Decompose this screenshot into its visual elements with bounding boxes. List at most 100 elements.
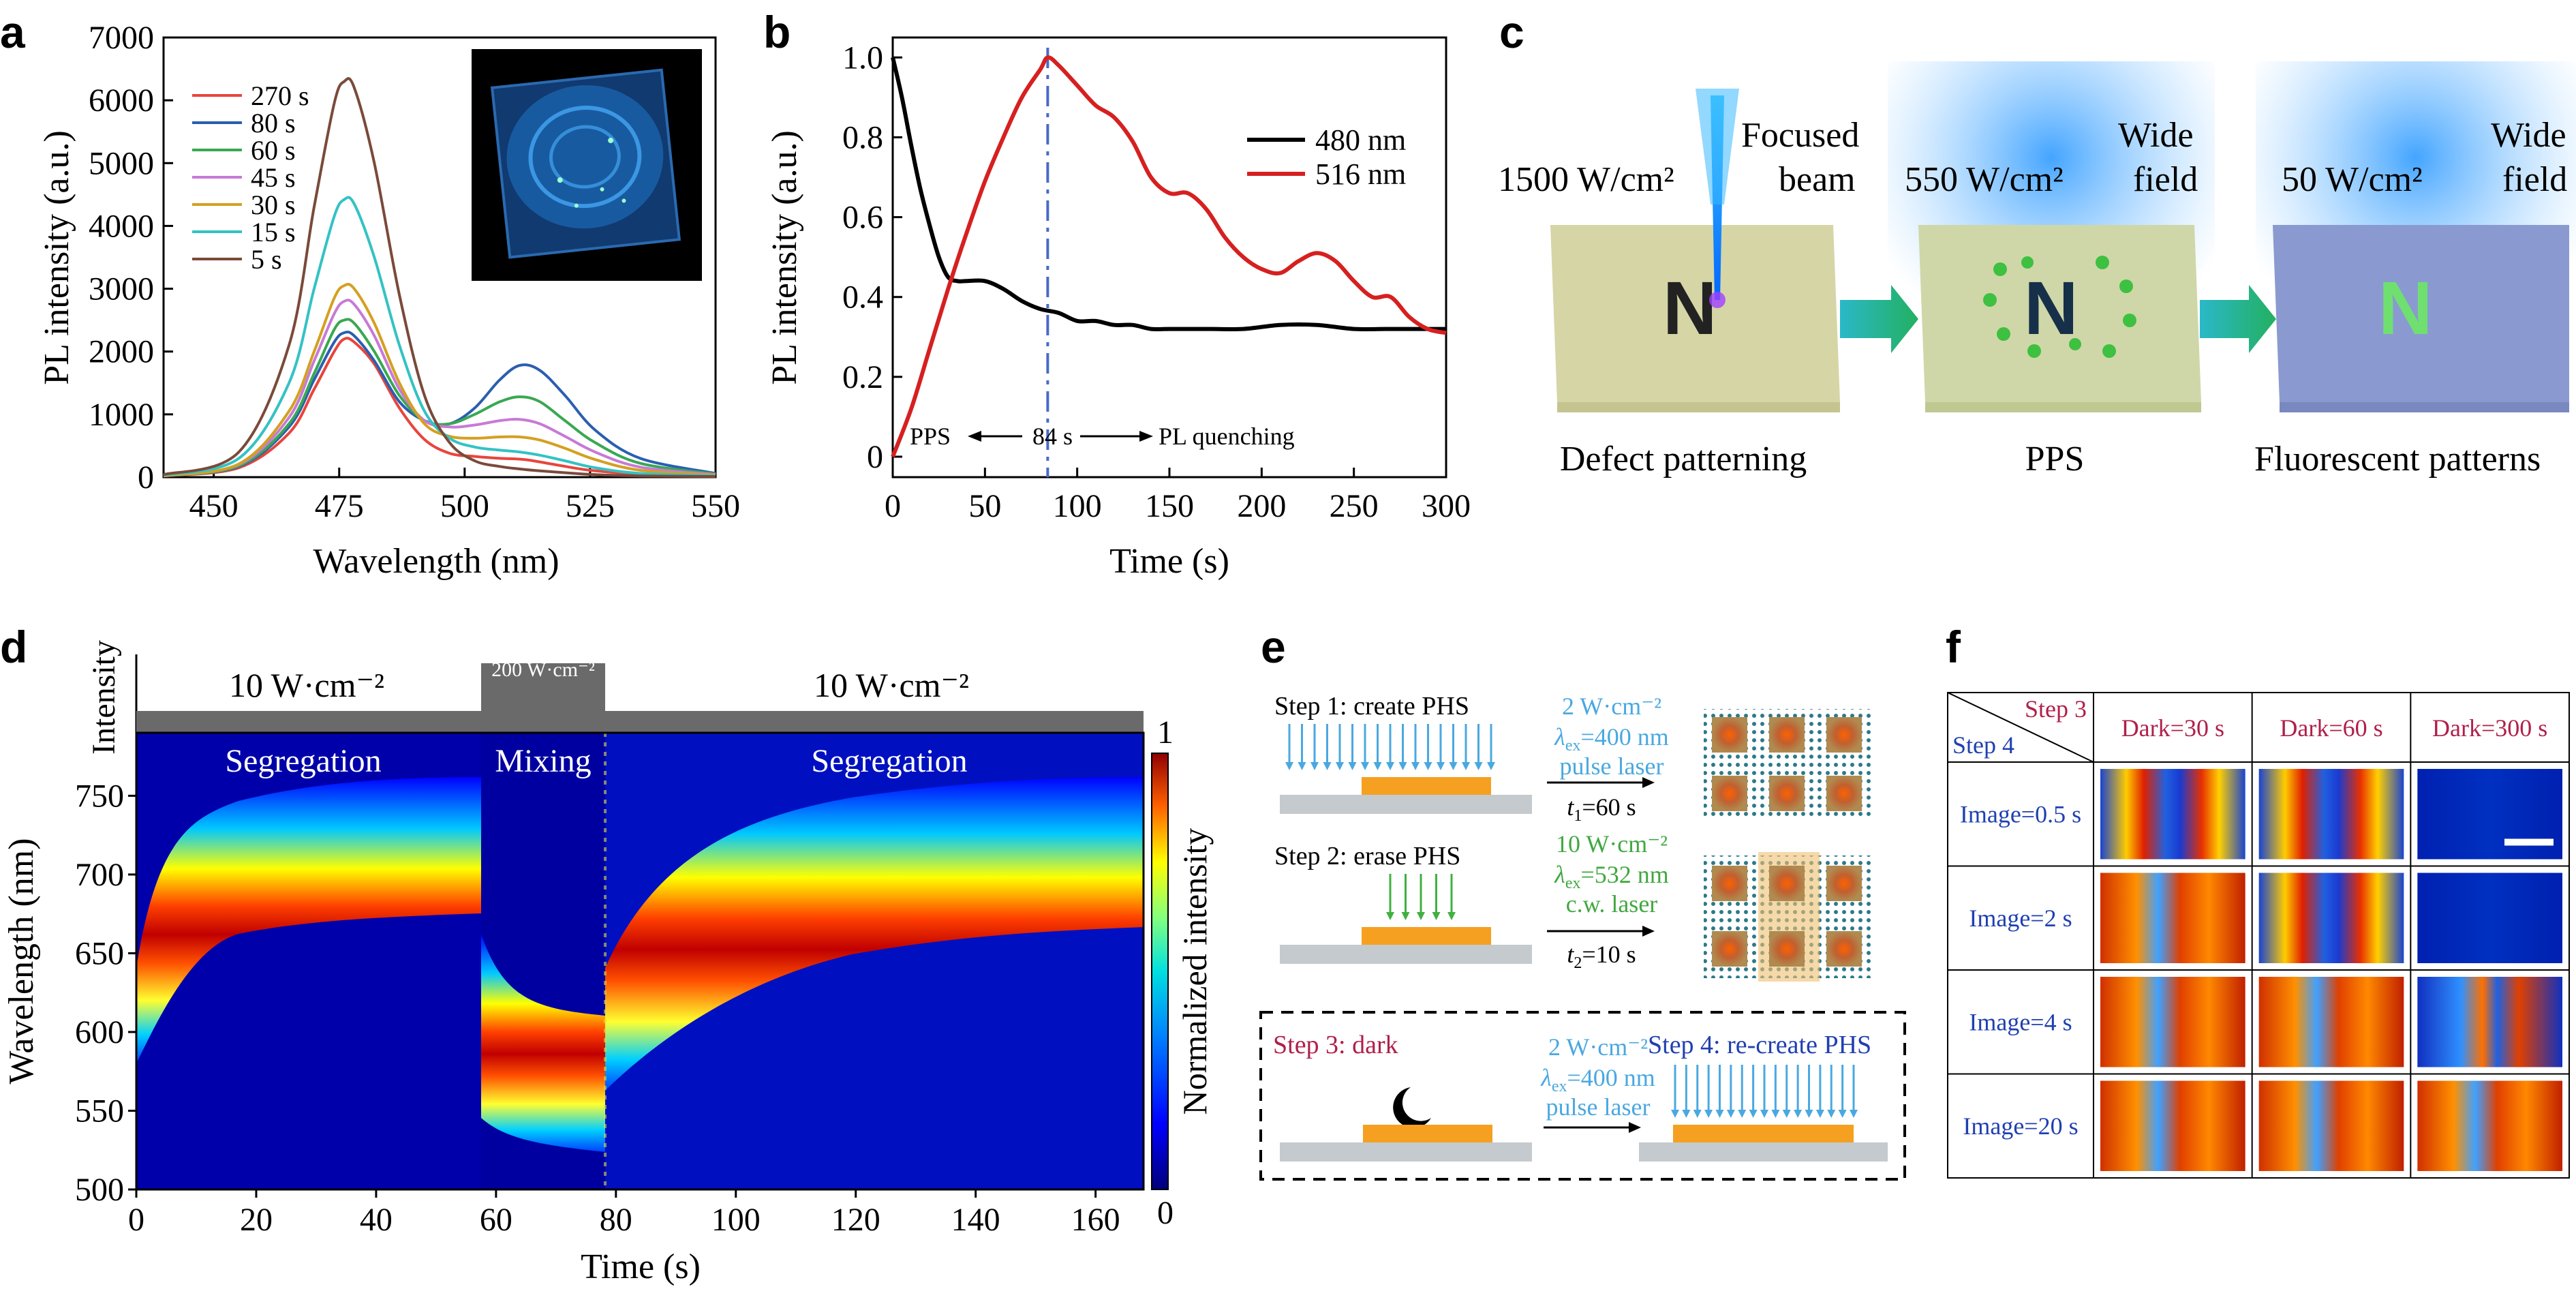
y-tick-label-a: 3000 <box>89 271 154 307</box>
grid-column-header: Dark=30 s <box>2121 714 2224 742</box>
grid-row-header: Image=4 s <box>1969 1008 2072 1035</box>
phs-pixel <box>1826 866 1862 901</box>
region-label-segregation-2: Segregation <box>811 743 967 779</box>
y-tick-label-a: 5000 <box>89 145 154 181</box>
series-line-a <box>163 282 716 478</box>
region-label-mixing: Mixing <box>495 743 591 779</box>
step2-time: t2=10 s <box>1567 941 1636 972</box>
y-tick-label-d: 500 <box>75 1172 124 1208</box>
laser-arrowhead <box>1682 1110 1691 1118</box>
series-line-a <box>163 77 716 479</box>
heatmap-d <box>135 731 1145 1191</box>
step2-lambda-sub: ex <box>1565 875 1581 892</box>
grid-row-header: Image=20 s <box>1963 1112 2078 1140</box>
power-bar-high <box>481 663 605 733</box>
x-tick-label-d: 0 <box>128 1202 144 1238</box>
power-bar-low-1 <box>136 711 481 733</box>
step2-laser: c.w. laser <box>1566 890 1658 918</box>
series-line-b <box>891 57 1446 331</box>
step34-laser: pulse laser <box>1546 1093 1651 1121</box>
substrate-step2 <box>1280 945 1532 964</box>
y-tick-label-b: 0.8 <box>842 119 883 155</box>
step1-lambda-sub: ex <box>1565 737 1581 755</box>
laser-arrowhead <box>1794 1110 1803 1118</box>
stage-label-pps: PPS <box>2025 440 2085 479</box>
laser-arrowhead <box>1386 912 1394 920</box>
fluorescence-image <box>2417 977 2562 1067</box>
beam-label-1-line2: beam <box>1779 160 1856 199</box>
step1-power: 2 W·cm⁻² <box>1562 693 1661 720</box>
laser-arrowhead <box>1782 1110 1791 1118</box>
colorbar-max: 1 <box>1157 714 1174 750</box>
grid-row-header: Image=2 s <box>1969 905 2072 932</box>
phs-pixel <box>1769 866 1805 901</box>
x-tick-label-b: 200 <box>1237 488 1286 524</box>
grid-row-header: Image=0.5 s <box>1960 800 2081 828</box>
y-tick-label-d: 700 <box>75 857 124 893</box>
y-tick-label-d: 750 <box>75 778 124 814</box>
laser-arrowhead <box>1437 762 1445 770</box>
step2-label: Step 2: erase PHS <box>1274 842 1460 870</box>
laser-arrowhead <box>1411 762 1420 770</box>
legend-label-a: 45 s <box>251 162 296 193</box>
x-axis-label-a: Wavelength (nm) <box>313 542 559 581</box>
panel-letter-e: e <box>1261 622 1286 672</box>
panel-letter-c: c <box>1499 7 1524 57</box>
laser-arrowhead <box>1348 762 1357 770</box>
phs-pixel <box>1826 776 1862 811</box>
x-tick-label-b: 150 <box>1145 488 1194 524</box>
panel-letter-b: b <box>763 7 791 57</box>
y-tick-label-b: 0.2 <box>842 359 883 395</box>
y-ticks-d: 500 550 600 650 700 750 <box>75 778 136 1208</box>
pattern-letter-2: N <box>2024 267 2078 350</box>
y-tick-label-a: 7000 <box>89 20 154 56</box>
step1-time: t1=60 s <box>1567 793 1636 825</box>
step2-wavelength: λex=532 nm <box>1554 861 1669 892</box>
y-tick-label-b: 1.0 <box>842 40 883 76</box>
x-tick-label-d: 120 <box>831 1202 880 1238</box>
y-tick-label-d: 600 <box>75 1014 124 1050</box>
phs-pixel <box>1826 717 1862 753</box>
series-lines-a <box>163 77 716 479</box>
colorbar-label: Normalized intensity <box>1176 828 1214 1115</box>
power-label-3: 50 W/cm² <box>2282 160 2423 199</box>
fluorescence-image <box>2100 769 2245 860</box>
image-grid: Dark=30 s Dark=60 s Dark=300 s Image=0.5 s I… <box>1948 693 2569 1178</box>
inset-photo <box>472 49 702 281</box>
beam-label-2-line2: field <box>2133 160 2198 199</box>
moon-icon <box>1393 1087 1431 1128</box>
step2-lambda: λ <box>1554 861 1565 888</box>
grid-corner-step3: Step 3 <box>2025 695 2087 723</box>
panel-b: b 0 0.2 0.4 0.6 0.8 1.0 0 50 100 150 200 250 300 48… <box>763 7 1471 581</box>
step1-laser: pulse laser <box>1560 753 1664 780</box>
laser-arrows-step4 <box>1671 1065 1858 1118</box>
phs-pixel <box>1769 931 1805 967</box>
y-tick-label-a: 4000 <box>89 208 154 244</box>
laser-arrowhead <box>1815 1110 1824 1118</box>
laser-arrowhead <box>1285 762 1293 770</box>
phs-pixel <box>1712 717 1747 753</box>
grid-corner-step4: Step 4 <box>1952 731 2014 759</box>
beam-label-1-line1: Focused <box>1741 116 1859 155</box>
fluorescence-image <box>2258 873 2404 963</box>
y-tick-label-a: 2000 <box>89 334 154 370</box>
fluorescence-image <box>2100 1080 2245 1171</box>
substrate-step3 <box>1280 1142 1532 1162</box>
y-axis-label-d: Wavelength (nm) <box>2 838 41 1084</box>
x-tick-label-d: 40 <box>360 1202 393 1238</box>
y-axis-label-b: PL intensity (a.u.) <box>765 130 804 385</box>
fluorescence-image <box>2258 977 2404 1067</box>
laser-arrowhead <box>1704 1110 1713 1118</box>
step4-label: Step 4: re-create PHS <box>1648 1031 1871 1059</box>
laser-arrowhead <box>1447 912 1456 920</box>
power-label-1: 1500 W/cm² <box>1498 160 1674 199</box>
laser-arrowhead <box>1323 762 1332 770</box>
power-label-mid: 200 W·cm⁻² <box>491 658 595 681</box>
laser-arrowhead <box>1398 762 1407 770</box>
panel-f: f Step 3 Step 4 Dark=30 s Dark=60 s Dark=3… <box>1946 622 2570 1179</box>
sample-step4 <box>1673 1125 1854 1142</box>
panel-c: c N 1500 W/cm² Focused beam Defect patte… <box>1498 7 2576 479</box>
y-axis-label-a: PL intensity (a.u.) <box>37 130 76 385</box>
y-tick-label-a: 1000 <box>89 397 154 433</box>
